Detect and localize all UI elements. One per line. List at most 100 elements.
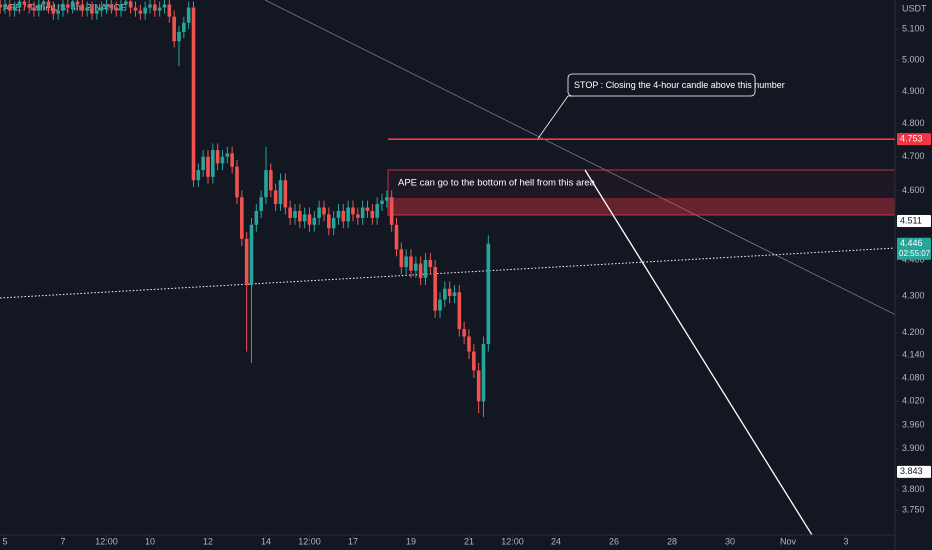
candle-body (177, 31, 181, 42)
price-label-box (897, 465, 931, 478)
price-label: 4.753 (900, 134, 923, 144)
y-tick-label: 3.900 (902, 443, 925, 453)
candle-body (370, 210, 375, 218)
y-tick-label: 5.000 (902, 54, 925, 64)
candle-body (389, 197, 394, 225)
y-tick-label: 4.200 (902, 327, 925, 337)
candle-body (128, 1, 133, 8)
y-tick-label: 3.960 (902, 419, 925, 429)
candle-body (423, 259, 428, 278)
dotted-trend-line (0, 247, 895, 299)
candle-body (153, 4, 157, 11)
candle-body (331, 217, 336, 229)
x-tick-label: 7 (60, 536, 65, 546)
candle-body (61, 4, 65, 11)
x-tick-label: 17 (348, 536, 358, 546)
candle-body (385, 197, 389, 201)
candle-body (230, 153, 234, 167)
candle-body (138, 10, 143, 14)
y-tick-label: 4.900 (902, 86, 925, 96)
candle-body (254, 210, 259, 225)
price-label-box (897, 133, 931, 146)
y-tick-label: 3.800 (902, 484, 925, 494)
candles (0, 0, 491, 418)
x-tick-label: Nov (780, 536, 797, 546)
candle-body (37, 4, 41, 11)
y-tick-label: 4.600 (902, 185, 925, 195)
candle-body (211, 150, 215, 177)
candle-body (462, 329, 466, 337)
candle-body (467, 336, 471, 352)
x-tick-label: 26 (609, 536, 619, 546)
candle-body (12, 7, 17, 11)
candle-body (346, 207, 350, 222)
x-tick-label: 10 (145, 536, 155, 546)
zone-box (387, 169, 895, 216)
candle-body (133, 7, 138, 11)
candle-body (0, 4, 2, 8)
candle-body (443, 288, 447, 300)
y-tick-label: 4.800 (902, 118, 925, 128)
zone-text: APE can go to the bottom of hell from th… (398, 178, 596, 189)
y-tick-label: 4.080 (902, 373, 925, 383)
candle-body (225, 153, 230, 157)
candle-body (472, 351, 476, 371)
y-tick-label: 4.140 (902, 350, 925, 360)
candle-body (327, 214, 331, 229)
candle-body (172, 16, 176, 42)
x-tick-label: 30 (725, 536, 735, 546)
candle-body (143, 7, 147, 14)
x-tick-label: 12:00 (95, 536, 118, 546)
candle-body (293, 210, 297, 218)
trend-line (264, 0, 895, 315)
candle-body (46, 1, 51, 8)
candle-body (56, 10, 60, 14)
candle-body (288, 207, 292, 218)
candle-body (191, 7, 196, 181)
candle-body (17, 1, 22, 8)
candle-body (360, 207, 365, 218)
candle-body (90, 7, 94, 14)
x-tick-label: 3 (843, 536, 848, 546)
candle-body (414, 263, 418, 271)
x-tick-label: 24 (551, 536, 561, 546)
candle-body (264, 170, 268, 198)
candle-body (283, 180, 288, 208)
candle-body (80, 4, 85, 11)
countdown: 02:55:07 (899, 249, 931, 258)
candle-body (119, 4, 123, 11)
candle-body (341, 210, 346, 222)
projection-line (584, 169, 813, 535)
candle-body (394, 224, 399, 250)
x-tick-label: 12:00 (298, 536, 321, 546)
x-tick-label: 28 (667, 536, 677, 546)
callout-text: STOP : Closing the 4-hour candle above t… (574, 80, 785, 90)
candle-body (438, 299, 442, 311)
candle-body (380, 200, 384, 205)
y-tick-label: 5.100 (902, 23, 925, 33)
candle-body (85, 7, 89, 11)
candle-body (22, 1, 27, 5)
candle-body (186, 7, 191, 23)
callout-pointer (536, 95, 575, 141)
price-label: 4.446 (900, 238, 923, 248)
y-tick-label: 4.020 (902, 396, 925, 406)
candle-body (457, 292, 462, 330)
x-tick-label: 14 (261, 536, 271, 546)
y-axis-unit: USDT (902, 3, 927, 13)
y-tick-label: 4.300 (902, 290, 925, 300)
candle-body (317, 207, 321, 218)
candle-body (418, 263, 423, 278)
candle-body (476, 370, 481, 402)
candle-body (95, 10, 99, 14)
candle-body (351, 207, 355, 215)
drawings (0, 0, 895, 535)
candle-body (273, 190, 278, 205)
candle-body (365, 207, 370, 211)
candle-body (278, 180, 283, 205)
candle-body (162, 4, 167, 8)
candle-body (399, 249, 404, 268)
candle-body (447, 288, 452, 296)
candle-body (215, 150, 220, 164)
candle-body (41, 1, 46, 5)
